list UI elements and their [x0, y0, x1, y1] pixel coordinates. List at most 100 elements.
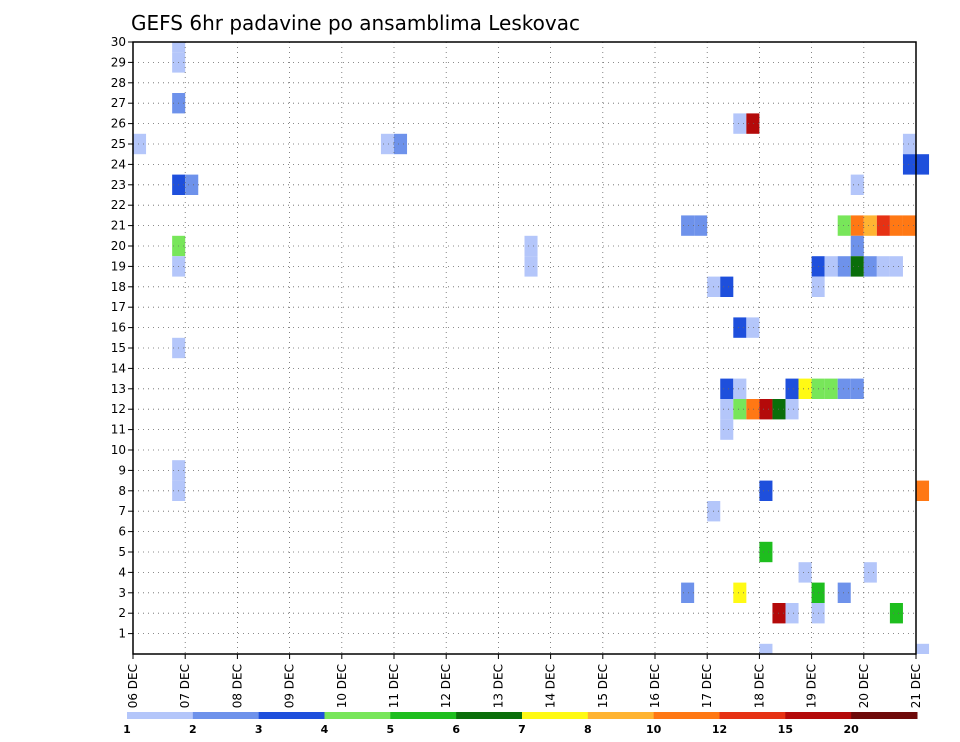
y-tick-label-9: 9 — [118, 463, 126, 477]
heat-cell-71 — [759, 643, 773, 654]
y-tick-label-30: 30 — [111, 35, 126, 49]
heat-cell-37 — [733, 317, 747, 338]
y-tick-label-2: 2 — [118, 606, 126, 620]
x-tick-label-6: 12 DEC — [439, 664, 453, 708]
heat-cell-54 — [720, 419, 734, 440]
colorbar-swatch-8 — [653, 712, 720, 719]
heat-cell-57 — [759, 480, 773, 501]
heat-cell-10 — [916, 154, 930, 175]
heat-cell-21 — [902, 215, 916, 236]
y-tick-label-5: 5 — [118, 545, 126, 559]
y-tick-label-1: 1 — [118, 627, 126, 641]
heat-cell-6 — [380, 133, 394, 155]
y-tick-label-15: 15 — [111, 341, 126, 355]
x-tick-label-2: 08 DEC — [230, 664, 244, 708]
heat-cell-49 — [733, 399, 747, 420]
heat-cell-70 — [889, 603, 903, 624]
heat-cell-41 — [733, 378, 747, 399]
x-tick-label-15: 21 DEC — [909, 664, 923, 708]
y-tick-label-22: 22 — [111, 198, 126, 212]
heat-cell-28 — [824, 256, 838, 277]
x-tick-label-13: 19 DEC — [805, 664, 819, 708]
cells-layer — [133, 42, 930, 654]
colorbar-label-3: 4 — [321, 723, 329, 736]
grid-layer — [133, 42, 916, 654]
y-tick-label-19: 19 — [111, 259, 126, 273]
heat-cell-4 — [746, 113, 760, 134]
heat-cell-51 — [759, 399, 773, 420]
heat-cell-29 — [837, 256, 851, 277]
heat-cell-40 — [720, 378, 734, 399]
heat-cell-15 — [694, 215, 708, 236]
heat-cell-47 — [850, 378, 864, 399]
heat-cell-58 — [916, 480, 930, 501]
colorbar-swatch-0 — [127, 712, 194, 719]
x-tick-label-11: 17 DEC — [700, 664, 714, 708]
heat-cell-24 — [850, 235, 864, 257]
heat-cell-48 — [720, 399, 734, 420]
colorbar-label-11: 20 — [844, 723, 860, 736]
colorbar-label-2: 3 — [255, 723, 263, 736]
heat-cell-0 — [172, 42, 186, 53]
colorbar-label-7: 8 — [584, 723, 592, 736]
y-tick-label-12: 12 — [111, 402, 126, 416]
y-tick-label-29: 29 — [111, 55, 126, 69]
x-axis: 06 DEC 07 DEC 08 DEC 09 DEC 10 DEC 11 DEC 12 D… — [126, 654, 923, 708]
heat-cell-42 — [785, 378, 799, 399]
chart-title: GEFS 6hr padavine po ansamblima Leskovac — [131, 11, 580, 35]
heat-cell-60 — [759, 541, 773, 563]
y-tick-label-11: 11 — [111, 423, 126, 437]
colorbar: 1 2 3 4 5 6 7 8 10 12 15 20 — [123, 712, 918, 736]
heat-cell-50 — [746, 399, 760, 420]
y-tick-label-27: 27 — [111, 96, 126, 110]
x-tick-label-3: 09 DEC — [283, 664, 297, 708]
colorbar-swatch-11 — [851, 712, 918, 719]
heat-cell-63 — [681, 582, 695, 603]
heat-cell-16 — [837, 215, 851, 236]
heat-cell-20 — [889, 215, 903, 236]
colorbar-label-9: 12 — [712, 723, 727, 736]
y-tick-label-6: 6 — [118, 525, 126, 539]
y-tick-label-8: 8 — [118, 484, 126, 498]
x-tick-label-14: 20 DEC — [857, 664, 871, 708]
heat-cell-61 — [798, 562, 812, 583]
heat-cell-68 — [785, 603, 799, 624]
colorbar-swatch-10 — [785, 712, 852, 719]
heat-cell-64 — [733, 582, 747, 603]
x-tick-label-1: 07 DEC — [178, 664, 192, 708]
x-tick-label-7: 13 DEC — [491, 664, 505, 708]
heat-cell-43 — [798, 378, 812, 399]
y-tick-label-14: 14 — [111, 361, 126, 375]
y-axis: 1234567891011121314151617181920212223242… — [111, 35, 133, 641]
y-tick-label-13: 13 — [111, 382, 126, 396]
colorbar-label-1: 2 — [189, 723, 197, 736]
heat-cell-31 — [863, 256, 877, 277]
y-tick-label-16: 16 — [111, 321, 126, 335]
y-tick-label-3: 3 — [118, 586, 126, 600]
colorbar-swatch-4 — [390, 712, 457, 719]
heat-cell-14 — [681, 215, 695, 236]
heat-cell-9 — [902, 154, 916, 175]
y-tick-label-25: 25 — [111, 137, 126, 151]
heat-cell-38 — [746, 317, 760, 338]
y-tick-label-26: 26 — [111, 117, 126, 131]
colorbar-swatch-6 — [522, 712, 589, 719]
heat-cell-53 — [785, 399, 799, 420]
y-tick-label-23: 23 — [111, 178, 126, 192]
x-tick-label-0: 06 DEC — [126, 664, 140, 708]
heat-cell-8 — [902, 133, 916, 155]
x-tick-label-8: 14 DEC — [544, 664, 558, 708]
colorbar-swatch-1 — [192, 712, 260, 719]
colorbar-label-6: 7 — [518, 723, 526, 736]
y-tick-label-17: 17 — [111, 300, 126, 314]
y-tick-label-28: 28 — [111, 76, 126, 90]
heat-cell-3 — [733, 113, 747, 134]
heat-cell-17 — [850, 215, 864, 236]
colorbar-swatch-7 — [587, 712, 655, 719]
heat-cell-7 — [394, 133, 408, 155]
heat-cell-62 — [863, 562, 877, 583]
colorbar-label-0: 1 — [123, 723, 131, 736]
heat-cell-66 — [837, 582, 851, 603]
colorbar-swatch-9 — [719, 712, 786, 719]
y-tick-label-10: 10 — [111, 443, 126, 457]
